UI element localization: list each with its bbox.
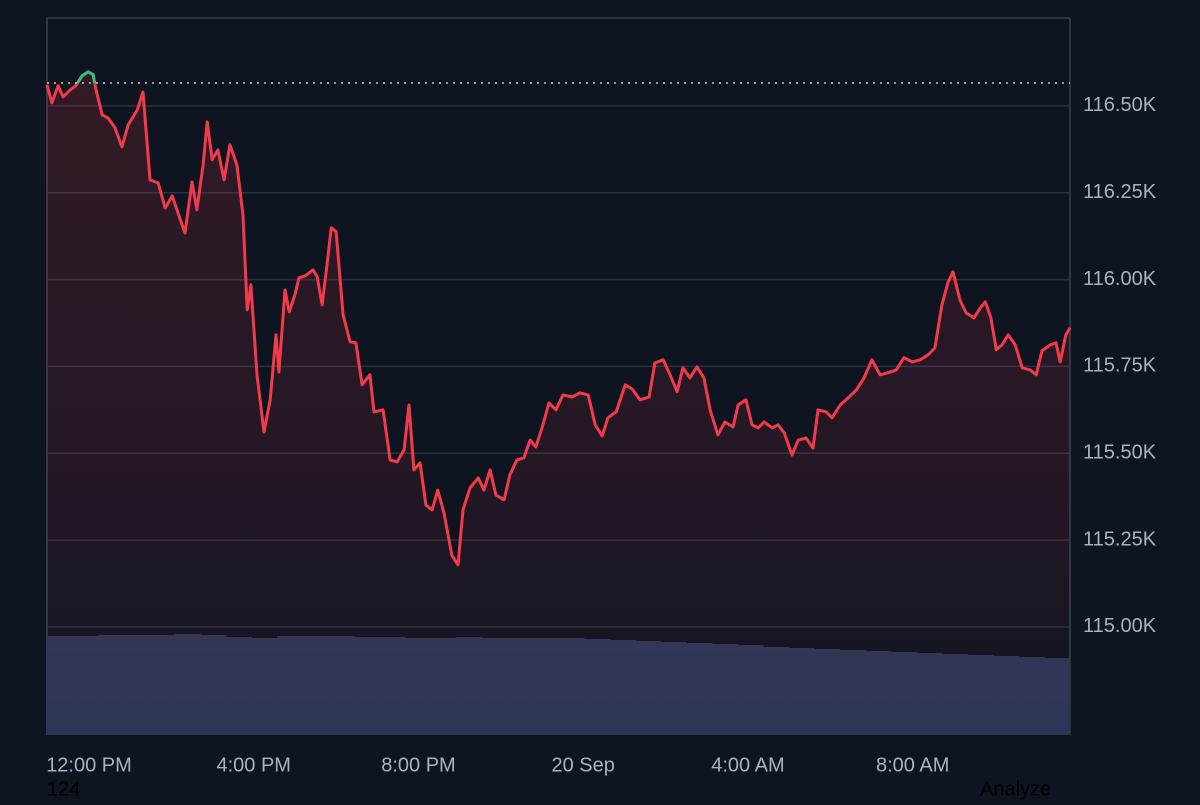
y-tick-label: 116.25K	[1083, 181, 1157, 203]
x-tick-label: 12:00 PM	[46, 754, 132, 776]
x-tick-label: 4:00 AM	[711, 754, 784, 776]
y-tick-label: 116.50K	[1083, 94, 1157, 116]
x-tick-label: 4:00 PM	[216, 754, 290, 776]
x-tick-label: 8:00 AM	[876, 754, 949, 776]
x-tick-label: 8:00 PM	[381, 754, 455, 776]
y-tick-label: 116.00K	[1083, 268, 1157, 290]
plot: 115.00K 115.25K 115.50K 115.75K 116.00K 116.2…	[45, 17, 1157, 776]
footer-right: Analyze	[980, 778, 1051, 800]
y-tick-label: 115.75K	[1083, 355, 1157, 377]
price-line	[45, 70, 1072, 567]
footer-left: 124	[47, 778, 80, 800]
y-tick-label: 115.50K	[1083, 442, 1157, 464]
y-tick-label: 115.25K	[1083, 528, 1157, 550]
y-tick-label: 115.00K	[1083, 615, 1157, 637]
area	[47, 71, 1070, 736]
x-tick-label: 20 Sep	[552, 754, 615, 776]
